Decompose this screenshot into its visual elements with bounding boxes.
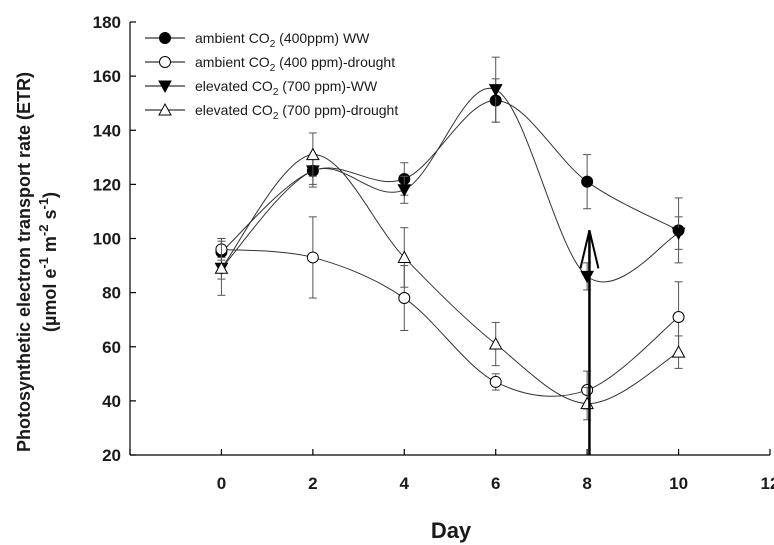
legend-item-4: elevated CO2 (700 ppm)-drought	[145, 102, 398, 122]
series-line	[221, 99, 679, 253]
data-point	[306, 147, 320, 161]
y-tick-label: 60	[102, 338, 121, 357]
x-tick-label: 6	[491, 474, 500, 493]
x-axis-title: Day	[431, 518, 472, 543]
data-point	[672, 310, 685, 323]
data-point	[488, 336, 503, 350]
x-tick-label: 10	[669, 474, 688, 493]
y-axis-title-line2: (µmol e-1 m-2 s-1)	[36, 192, 60, 332]
x-tick-label: 8	[582, 474, 591, 493]
data-point	[398, 292, 411, 305]
data-point	[306, 251, 319, 264]
series-4	[214, 132, 686, 421]
legend-label: elevated CO2 (700 ppm)-WW	[195, 78, 378, 98]
x-tick-label: 2	[308, 474, 317, 493]
legend-label: ambient CO2 (400 ppm)-drought	[195, 54, 395, 74]
legend-item-1: ambient CO2 (400ppm) WW	[145, 30, 370, 50]
data-point	[580, 270, 594, 284]
legend-item-2: ambient CO2 (400 ppm)-drought	[145, 54, 395, 74]
legend-marker	[159, 32, 171, 44]
plot-area: 20 40 60 80 100 120 140 160 180 0 2 4 6 8 10 12	[93, 13, 774, 493]
data-point	[489, 375, 502, 388]
y-tick-label: 80	[102, 284, 121, 303]
legend-label: ambient CO2 (400ppm) WW	[195, 30, 370, 50]
y-tick-label: 140	[93, 121, 121, 140]
data-point	[488, 84, 503, 97]
legend-marker	[158, 102, 172, 116]
data-point	[397, 250, 412, 263]
data-point	[214, 261, 229, 274]
y-tick-label: 40	[102, 392, 121, 411]
legend: ambient CO2 (400ppm) WW ambient CO2 (400 …	[145, 30, 398, 122]
x-tick-label: 4	[400, 474, 410, 493]
data-point	[671, 345, 686, 358]
y-axis-title: Photosynthetic electron transport rate (…	[14, 72, 60, 452]
data-point	[581, 175, 594, 188]
y-tick-label: 100	[93, 230, 121, 249]
series-line	[221, 248, 679, 397]
series-2	[215, 216, 685, 410]
y-tick-label: 160	[93, 67, 121, 86]
x-tick-label: 0	[217, 474, 226, 493]
data-point	[671, 227, 686, 241]
legend-marker	[158, 80, 172, 94]
x-tick-label: 12	[761, 474, 774, 493]
y-tick-label: 120	[93, 175, 121, 194]
series-line	[221, 87, 679, 283]
data-point	[397, 184, 412, 197]
legend-marker	[159, 56, 171, 68]
y-tick-label: 20	[102, 446, 121, 465]
annotation-arrow-head	[579, 230, 600, 269]
series-line	[221, 154, 679, 405]
y-tick-label: 180	[93, 13, 121, 32]
legend-item-3: elevated CO2 (700 ppm)-WW	[145, 78, 378, 98]
y-axis-title-line1: Photosynthetic electron transport rate (…	[14, 72, 34, 452]
legend-label: elevated CO2 (700 ppm)-drought	[195, 102, 398, 122]
